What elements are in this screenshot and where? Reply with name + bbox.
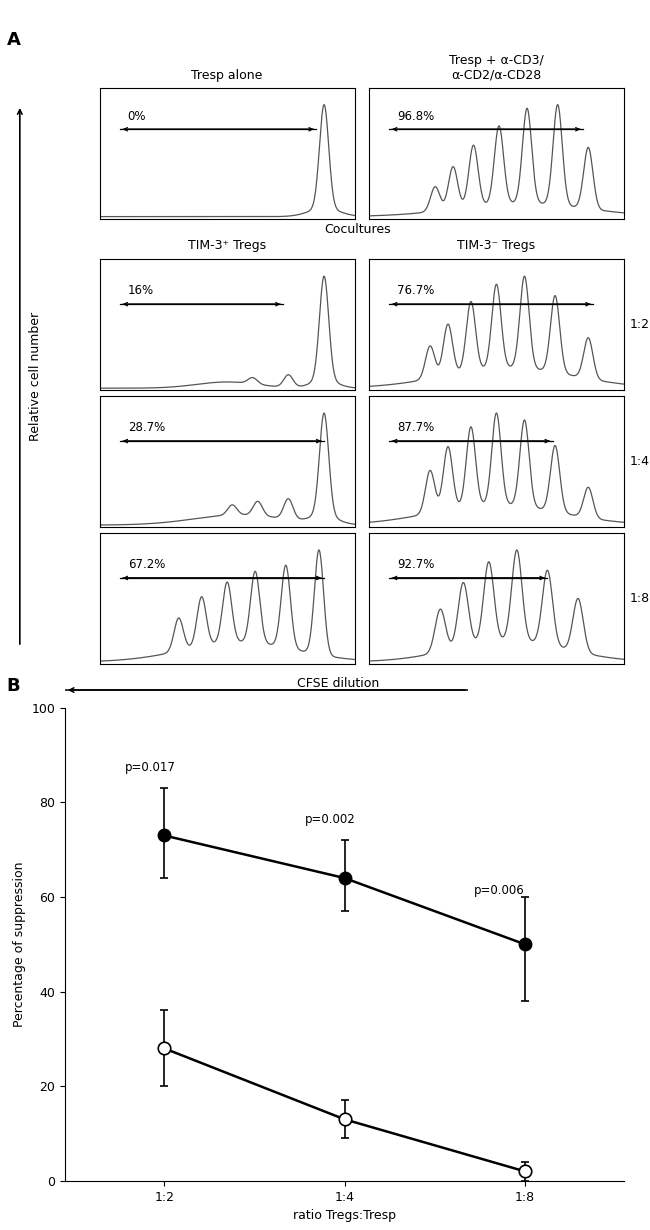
Text: 96.8%: 96.8% [397, 109, 434, 123]
Y-axis label: Percentage of suppression: Percentage of suppression [13, 861, 26, 1027]
Text: A: A [6, 31, 20, 49]
Text: 1:2: 1:2 [629, 319, 649, 331]
Text: 16%: 16% [127, 284, 154, 298]
Text: TIM-3⁺ Tregs: TIM-3⁺ Tregs [188, 239, 266, 252]
Text: B: B [6, 678, 20, 695]
Text: 92.7%: 92.7% [397, 558, 434, 571]
Text: 76.7%: 76.7% [397, 284, 434, 298]
Text: 87.7%: 87.7% [397, 422, 434, 434]
Text: Tresp alone: Tresp alone [192, 69, 263, 81]
Text: 1:8: 1:8 [629, 592, 649, 605]
X-axis label: ratio Tregs:Tresp: ratio Tregs:Tresp [293, 1209, 396, 1223]
Text: TIM-3⁻ Tregs: TIM-3⁻ Tregs [458, 239, 536, 252]
Text: p=0.017: p=0.017 [125, 761, 176, 774]
Text: Cocultures: Cocultures [324, 223, 391, 236]
Text: CFSE dilution: CFSE dilution [297, 678, 379, 690]
Text: 1:4: 1:4 [629, 455, 649, 469]
Text: Relative cell number: Relative cell number [29, 311, 42, 440]
Text: p=0.002: p=0.002 [305, 813, 356, 827]
Text: 0%: 0% [127, 109, 146, 123]
Text: Tresp + α-CD3/
α-CD2/α-CD28: Tresp + α-CD3/ α-CD2/α-CD28 [449, 54, 544, 81]
Text: 67.2%: 67.2% [127, 558, 165, 571]
Text: 28.7%: 28.7% [127, 422, 165, 434]
Text: p=0.006: p=0.006 [474, 884, 525, 897]
